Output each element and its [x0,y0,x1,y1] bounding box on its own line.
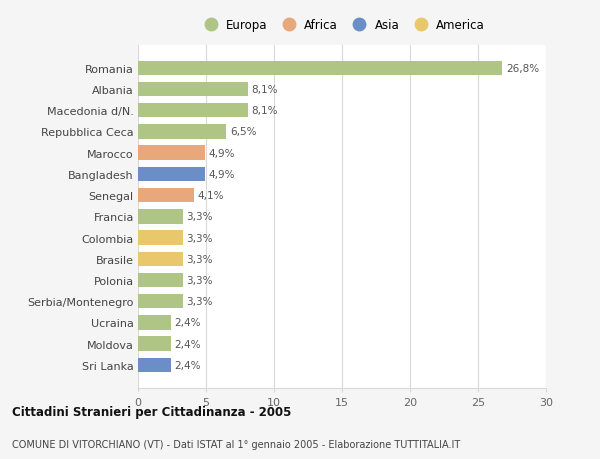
Bar [138,62,502,76]
Bar [138,168,205,182]
Text: 2,4%: 2,4% [174,360,200,370]
Bar [138,252,183,266]
Bar [138,337,170,351]
Bar [138,104,248,118]
Text: 2,4%: 2,4% [174,318,200,328]
Bar [138,231,183,245]
Text: COMUNE DI VITORCHIANO (VT) - Dati ISTAT al 1° gennaio 2005 - Elaborazione TUTTIT: COMUNE DI VITORCHIANO (VT) - Dati ISTAT … [12,440,460,449]
Bar [138,210,183,224]
Bar [138,294,183,309]
Bar [138,315,170,330]
Text: 26,8%: 26,8% [506,64,539,73]
Text: 3,3%: 3,3% [186,275,213,285]
Text: 6,5%: 6,5% [230,127,256,137]
Text: 4,9%: 4,9% [208,148,235,158]
Bar [138,358,170,372]
Text: 2,4%: 2,4% [174,339,200,349]
Text: 3,3%: 3,3% [186,297,213,307]
Text: 8,1%: 8,1% [251,85,278,95]
Bar [138,125,226,140]
Text: 3,3%: 3,3% [186,233,213,243]
Text: 3,3%: 3,3% [186,212,213,222]
Text: 4,1%: 4,1% [197,190,224,201]
Text: 3,3%: 3,3% [186,254,213,264]
Text: 8,1%: 8,1% [251,106,278,116]
Bar [138,273,183,288]
Bar [138,83,248,97]
Text: Cittadini Stranieri per Cittadinanza - 2005: Cittadini Stranieri per Cittadinanza - 2… [12,405,292,419]
Bar [138,189,194,203]
Text: 4,9%: 4,9% [208,169,235,179]
Bar [138,146,205,161]
Legend: Europa, Africa, Asia, America: Europa, Africa, Asia, America [194,14,490,37]
